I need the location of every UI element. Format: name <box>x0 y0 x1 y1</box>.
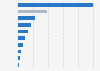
Bar <box>18 36 25 40</box>
Bar <box>18 10 46 13</box>
Bar <box>18 30 28 33</box>
Bar <box>18 56 20 60</box>
Bar <box>18 23 31 27</box>
Bar <box>18 3 93 7</box>
Bar <box>18 63 19 67</box>
Bar <box>18 16 34 20</box>
Bar <box>18 50 21 53</box>
Bar <box>18 43 23 47</box>
